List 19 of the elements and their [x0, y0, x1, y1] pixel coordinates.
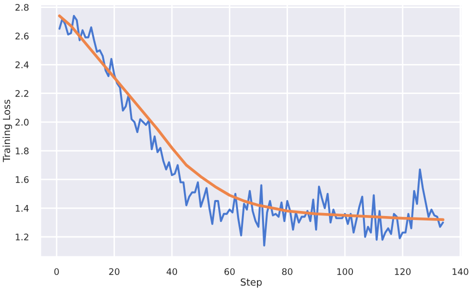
x-tick-label: 100	[337, 268, 353, 276]
x-tick-label: 140	[452, 268, 468, 276]
y-tick-label: 2.0	[15, 118, 29, 126]
x-tick-label: 20	[109, 268, 120, 276]
y-tick-label: 2.4	[15, 61, 29, 68]
y-tick-label: 2.8	[15, 4, 29, 11]
x-axis-title: Step	[240, 278, 262, 288]
y-tick-label: 1.2	[16, 234, 28, 240]
y-tick-label: 1.4	[16, 205, 29, 212]
y-tick-label: 1.6	[16, 176, 29, 184]
y-tick-label: 2.6	[15, 32, 29, 40]
x-tick-label: 0	[54, 268, 59, 276]
x-tick-label: 40	[166, 268, 178, 276]
y-axis-title: Training Loss	[2, 100, 12, 162]
y-tick-label: 1.8	[16, 147, 29, 154]
x-tick-label: 60	[224, 268, 235, 276]
x-tick-label: 80	[282, 268, 292, 276]
y-tick-label: 2.2	[15, 90, 28, 97]
x-tick-label: 120	[394, 268, 411, 276]
